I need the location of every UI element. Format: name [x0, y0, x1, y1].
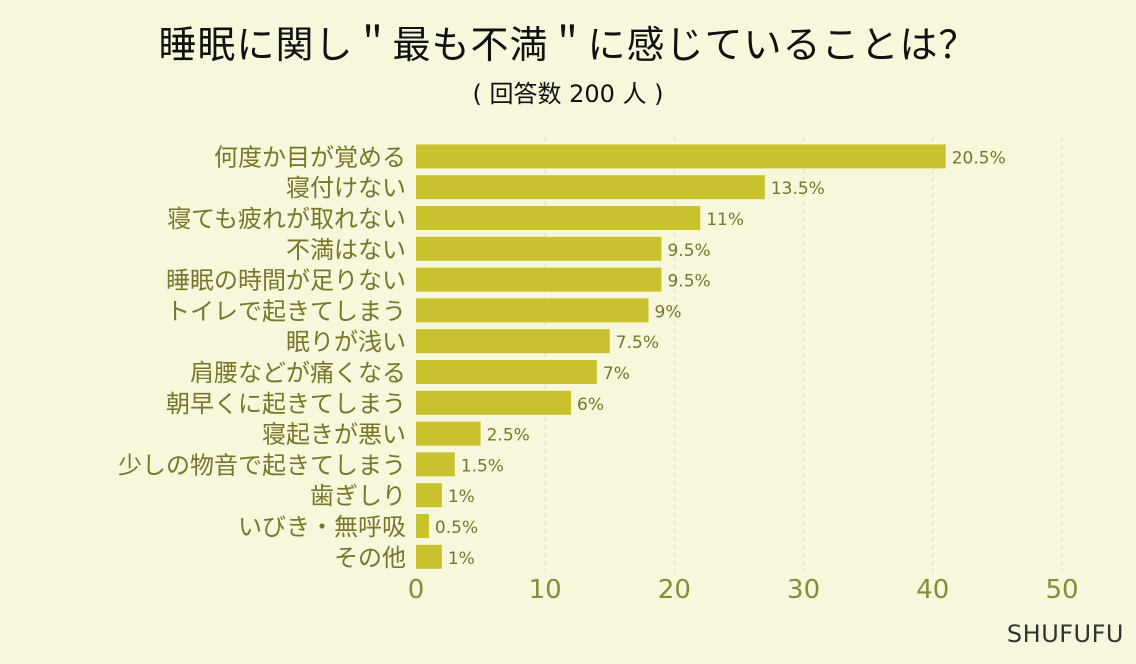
data-label: 2.5% — [487, 426, 530, 446]
bar — [416, 544, 442, 569]
bar — [416, 514, 429, 538]
bar — [416, 298, 649, 323]
category-label: いびき・無呼吸 — [238, 513, 406, 541]
category-label: 少しの物音で起きてしまう — [118, 451, 406, 479]
x-tick-label: 20 — [658, 575, 691, 605]
data-label: 6% — [577, 395, 604, 415]
x-tick-label: 40 — [916, 575, 949, 605]
bar — [416, 236, 662, 261]
chart-title: 睡眠に関し＂最も不満＂に感じていることは？ — [158, 23, 978, 67]
data-label: 1.5% — [461, 456, 504, 476]
data-label: 1% — [448, 487, 475, 507]
category-label: 何度か目が覚める — [214, 143, 406, 171]
bar — [416, 175, 765, 200]
bar — [416, 483, 442, 508]
data-label: 20.5% — [952, 148, 1006, 168]
bar — [416, 390, 572, 415]
data-label: 9.5% — [667, 272, 710, 292]
x-tick-label: 10 — [529, 575, 562, 605]
bar — [416, 144, 946, 169]
data-label: 7.5% — [616, 333, 659, 353]
category-label: 寝ても疲れが取れない — [167, 205, 406, 233]
data-label: 7% — [603, 364, 630, 384]
category-label: 睡眠の時間が足りない — [166, 267, 406, 295]
category-label: 歯ぎしり — [310, 482, 406, 510]
category-label: その他 — [334, 544, 406, 572]
bar — [416, 421, 481, 446]
data-label: 13.5% — [771, 179, 825, 199]
category-label: 寝付けない — [286, 174, 406, 202]
category-label: 朝早くに起きてしまう — [166, 390, 406, 418]
category-label: 寝起きが悪い — [262, 421, 406, 449]
category-label: トイレで起きてしまう — [166, 297, 406, 325]
watermark: SHUFUFU — [1006, 620, 1124, 648]
x-tick-label: 30 — [787, 575, 820, 605]
data-label: 0.5% — [435, 518, 478, 538]
x-tick-label: 50 — [1045, 575, 1078, 605]
bar — [416, 360, 597, 384]
data-label: 1% — [448, 549, 475, 569]
bar — [416, 267, 662, 292]
category-label: 肩腰などが痛くなる — [190, 359, 406, 387]
bar — [416, 329, 610, 354]
x-tick-label: 0 — [408, 575, 425, 605]
bar — [416, 206, 701, 230]
data-label: 9.5% — [667, 241, 710, 261]
bar — [416, 452, 455, 477]
category-label: 不満はない — [286, 236, 406, 264]
data-label: 9% — [655, 302, 682, 322]
data-label: 11% — [706, 210, 744, 230]
category-label: 眠りが浅い — [286, 328, 406, 356]
chart-subtitle: ( 回答数 200 人 ) — [472, 80, 664, 108]
